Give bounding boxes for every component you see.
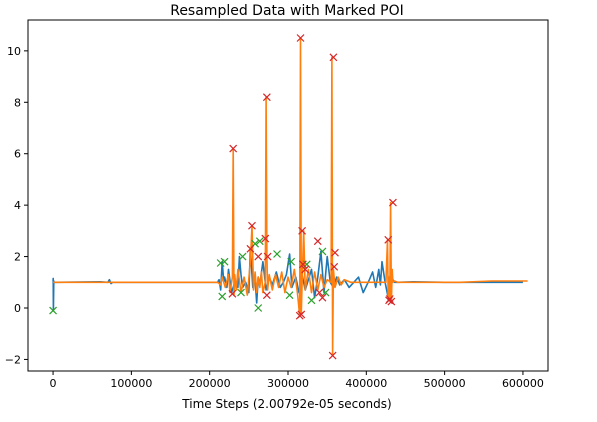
x-tick-label: 500000 bbox=[424, 377, 466, 390]
poi-marker-red bbox=[328, 351, 337, 360]
poi-marker-red bbox=[318, 293, 327, 302]
y-tick-label: 10 bbox=[7, 45, 21, 58]
x-tick-label: 600000 bbox=[502, 377, 544, 390]
poi-marker-red bbox=[329, 53, 338, 62]
poi-marker-red bbox=[331, 248, 339, 257]
poi-marker-red bbox=[297, 310, 306, 319]
poi-marker-red bbox=[261, 234, 270, 243]
poi-marker-green bbox=[318, 247, 327, 256]
y-tick-label: 8 bbox=[14, 96, 21, 109]
poi-marker-green bbox=[321, 288, 330, 297]
x-tick-label: 0 bbox=[50, 377, 57, 390]
x-axis: 0 100000 200000 300000 400000 500000 600000 bbox=[50, 371, 544, 390]
poi-marker-red bbox=[298, 260, 307, 269]
poi-marker-green bbox=[220, 257, 229, 266]
poi-marker-red bbox=[228, 289, 237, 298]
poi-marker-red bbox=[330, 262, 339, 271]
y-tick-label: −2 bbox=[5, 353, 21, 366]
poi-marker-red bbox=[387, 297, 396, 306]
poi-marker-green bbox=[218, 292, 227, 301]
poi-marker-red bbox=[389, 198, 397, 207]
poi-marker-red bbox=[384, 235, 393, 244]
poi-marker-green bbox=[255, 237, 264, 246]
poi-marker-red bbox=[301, 265, 310, 274]
poi-marker-red bbox=[296, 34, 305, 42]
poi-marker-red bbox=[262, 291, 271, 300]
poi-marker-green bbox=[273, 250, 281, 258]
poi-marker-red bbox=[248, 221, 256, 230]
x-tick-label: 300000 bbox=[267, 377, 309, 390]
y-tick-label: 4 bbox=[14, 199, 21, 212]
y-tick-label: 6 bbox=[14, 148, 21, 161]
y-tick-label: 2 bbox=[14, 251, 21, 264]
x-axis-label: Time Steps (2.00792e-05 seconds) bbox=[181, 397, 391, 411]
poi-marker-green bbox=[238, 252, 247, 261]
x-tick-label: 100000 bbox=[110, 377, 152, 390]
y-axis: −2 0 2 4 6 8 10 bbox=[5, 45, 28, 366]
plot-area bbox=[49, 34, 528, 360]
chart-title: Resampled Data with Marked POI bbox=[170, 3, 404, 19]
series-line-2 bbox=[53, 37, 528, 357]
poi-marker-red bbox=[262, 93, 271, 102]
poi-marker-green bbox=[237, 288, 245, 297]
poi-marker-green bbox=[254, 304, 263, 312]
poi-marker-green bbox=[307, 296, 316, 305]
y-tick-label: 0 bbox=[14, 302, 21, 315]
poi-marker-red bbox=[263, 252, 272, 261]
poi-marker-green bbox=[287, 257, 296, 266]
poi-marker-green bbox=[49, 306, 57, 315]
poi-marker-red bbox=[313, 237, 322, 246]
poi-marker-red bbox=[315, 288, 324, 297]
axes-frame bbox=[27, 19, 549, 372]
poi-marker-red bbox=[246, 244, 255, 253]
x-tick-label: 200000 bbox=[189, 377, 231, 390]
x-tick-label: 400000 bbox=[345, 377, 387, 390]
poi-marker-red bbox=[298, 226, 307, 235]
poi-marker-red bbox=[254, 252, 263, 261]
poi-marker-green bbox=[285, 291, 294, 300]
poi-marker-red bbox=[229, 144, 238, 153]
